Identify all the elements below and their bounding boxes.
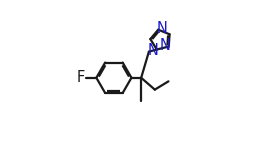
Text: N: N bbox=[159, 38, 170, 53]
Text: N: N bbox=[148, 43, 159, 58]
Text: N: N bbox=[157, 21, 168, 36]
Text: F: F bbox=[77, 70, 85, 85]
